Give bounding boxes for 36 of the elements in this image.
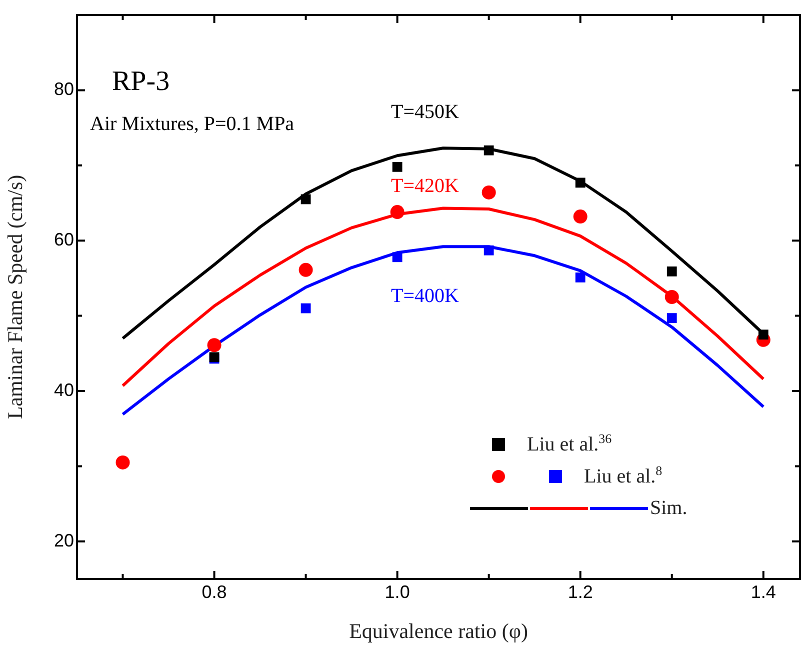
annotation: T=450K (391, 101, 460, 123)
legend-label: Sim. (650, 496, 688, 520)
annotation: T=400K (391, 285, 460, 307)
point (392, 162, 402, 172)
point (575, 178, 586, 188)
legend-label: Liu et al.$^{36}$ (527, 431, 612, 457)
legend-label: Liu et al.$^{8}$ (584, 463, 662, 489)
point (573, 210, 588, 224)
annotation: Air Mixtures, P=0.1 MPa (90, 113, 294, 135)
point (207, 338, 222, 352)
point (392, 252, 402, 262)
point (664, 290, 679, 304)
x-tick-label: 1.4 (750, 582, 776, 602)
point (575, 272, 586, 282)
point (298, 262, 313, 277)
y-tick-label: 60 (54, 230, 74, 250)
point (484, 245, 494, 256)
point (116, 455, 130, 470)
annotation: RP-3 (112, 66, 170, 97)
y-tick-label: 20 (54, 530, 74, 550)
x-tick-label: 1.0 (384, 582, 410, 602)
point (300, 194, 311, 204)
x-axis-title: Equivalence ratio (φ) (349, 618, 528, 643)
point (300, 303, 311, 314)
annotation: T=420K (391, 175, 460, 197)
point (758, 330, 768, 340)
y-tick-label: 80 (54, 79, 74, 100)
point (666, 313, 677, 324)
point (482, 185, 496, 200)
point (390, 205, 404, 220)
point (666, 266, 677, 276)
x-tick-label: 0.8 (202, 582, 227, 602)
y-tick-label: 40 (54, 380, 74, 400)
x-tick-label: 1.2 (568, 582, 593, 602)
y-axis-title: Laminar Flame Speed (cm/s) (3, 174, 28, 420)
point (484, 145, 494, 156)
